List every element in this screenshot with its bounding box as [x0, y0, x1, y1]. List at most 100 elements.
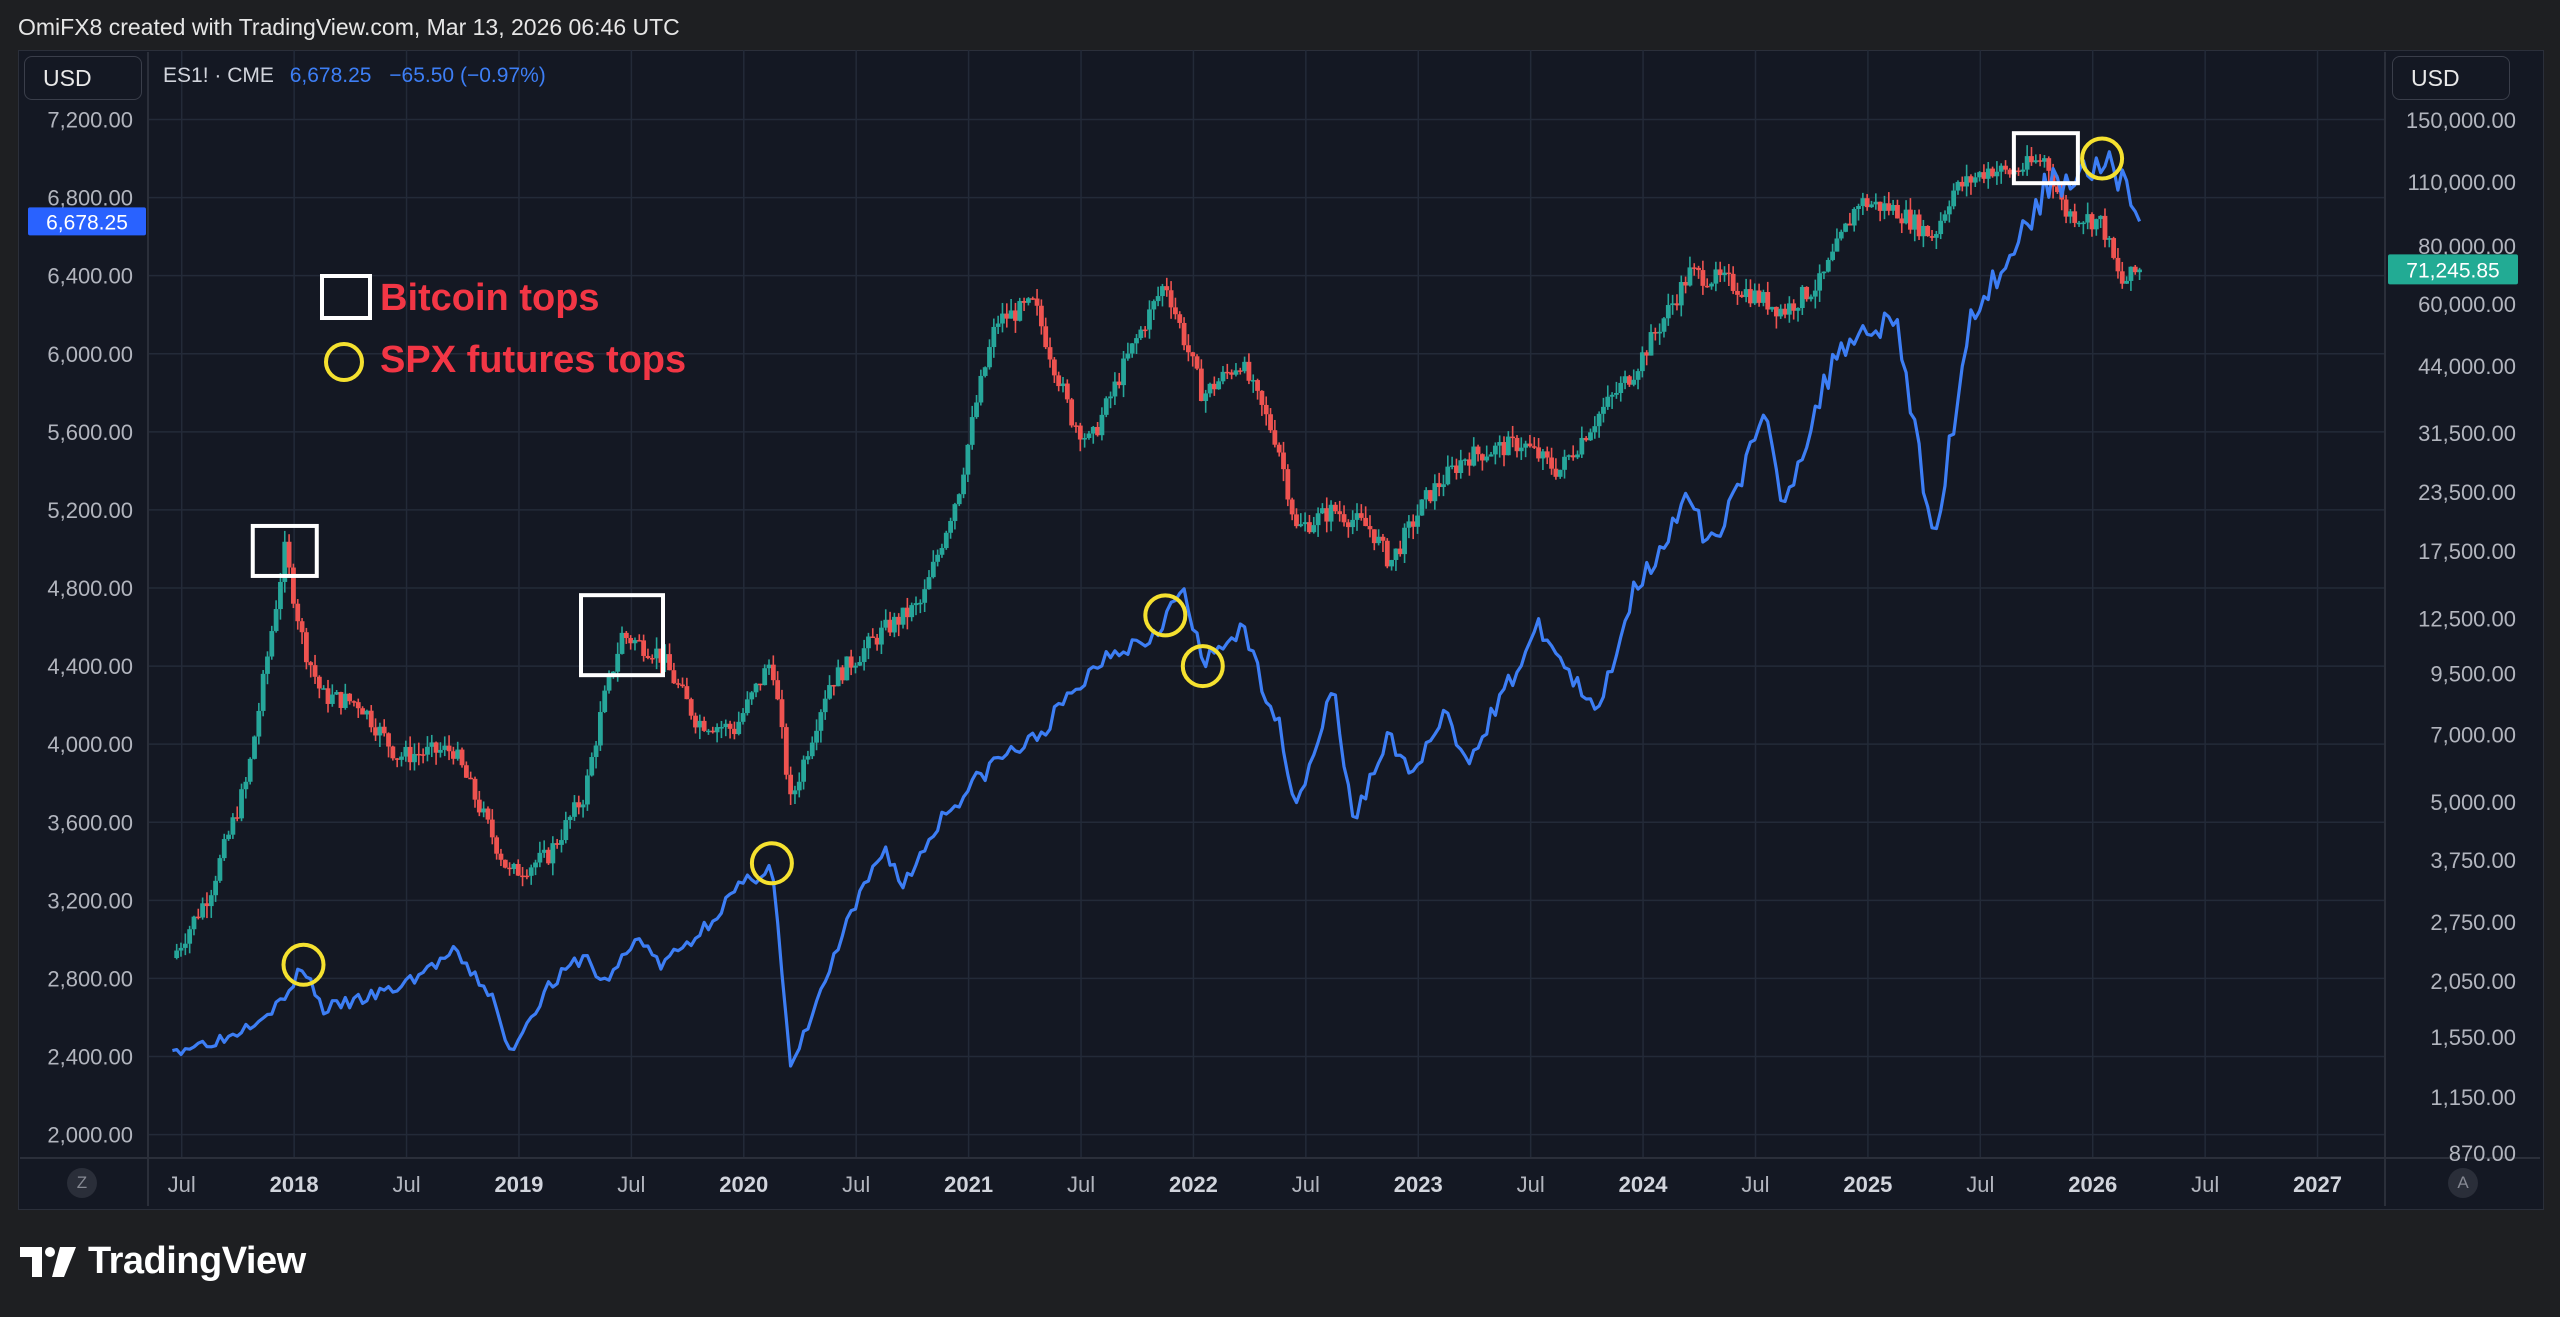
btc-candle-body	[399, 756, 404, 760]
timezone-button[interactable]: Z	[67, 1168, 97, 1198]
btc-candle-body	[1320, 508, 1325, 514]
btc-candle-body	[1847, 223, 1853, 226]
auto-scale-button[interactable]: A	[2448, 1168, 2478, 1198]
btc-candle-body	[1077, 425, 1083, 440]
btc-candle-body	[312, 665, 318, 677]
btc-candle-body	[1281, 452, 1286, 470]
btc-candle-body	[1173, 307, 1178, 315]
btc-candle-body	[1263, 404, 1269, 415]
btc-candle-body	[567, 816, 573, 821]
btc-candle-body	[866, 636, 871, 649]
right-tick-label: 31,500.00	[2418, 421, 2516, 446]
btc-candle-body	[368, 710, 374, 728]
btc-candle-body	[1994, 171, 2000, 177]
btc-candle-body	[1657, 331, 1663, 334]
btc-candle-body	[187, 929, 193, 944]
btc-candle-body	[580, 804, 586, 808]
btc-candle-body	[1968, 176, 1974, 183]
btc-candle-body	[848, 656, 854, 668]
btc-candle-body	[494, 837, 500, 854]
left-currency-button[interactable]: USD	[24, 56, 142, 100]
spx-top-circle	[2080, 136, 2125, 181]
btc-candle-body	[1358, 513, 1364, 518]
spx-top-circle	[1143, 593, 1188, 638]
btc-candle-body	[321, 688, 327, 690]
btc-candle-body	[740, 713, 746, 722]
btc-candle-body	[554, 843, 560, 845]
time-tick-label: Jul	[1067, 1172, 1095, 1197]
btc-candle-body	[1112, 381, 1118, 397]
time-tick-label: 2022	[1169, 1172, 1218, 1197]
btc-candle-body	[1557, 469, 1563, 477]
right-currency-button[interactable]: USD	[2392, 56, 2510, 100]
left-tick-label: 2,000.00	[47, 1123, 133, 1148]
btc-candle-body	[468, 777, 474, 780]
btc-candle-body	[749, 692, 755, 700]
btc-candle-body	[1786, 303, 1792, 315]
btc-candle-body	[1229, 372, 1235, 375]
right-tick-label: 1,550.00	[2430, 1025, 2516, 1050]
btc-candle-body	[1064, 383, 1070, 400]
btc-candle-body	[1985, 168, 1991, 179]
btc-candle-body	[1998, 165, 2004, 172]
btc-candle-body	[805, 756, 811, 760]
btc-candle-body	[1955, 181, 1961, 191]
btc-candle-body	[1090, 426, 1096, 434]
spx-top-circle	[1180, 644, 1225, 689]
btc-candle-body	[697, 720, 703, 728]
btc-candle-body	[1216, 381, 1222, 390]
btc-candle-body	[1099, 414, 1105, 436]
left-tick-label: 7,200.00	[47, 108, 133, 133]
btc-candle-body	[1441, 484, 1446, 488]
btc-candle-body	[1043, 326, 1049, 348]
series-legend: ES1! · CME 6,678.25 −65.50 (−0.97%)	[163, 64, 546, 88]
btc-candle-body	[1449, 465, 1455, 468]
btc-candle-body	[1743, 289, 1749, 298]
legend-box-label: Bitcoin tops	[380, 277, 600, 319]
btc-candle-body	[1164, 286, 1170, 291]
btc-candle-body	[1977, 172, 1982, 178]
btc-candle-body	[1877, 201, 1883, 211]
btc-candle-body	[675, 683, 681, 685]
btc-candle-body	[1920, 225, 1926, 237]
btc-candle-body	[736, 721, 742, 735]
btc-candle-body	[844, 656, 850, 681]
btc-candle-body	[1735, 290, 1740, 295]
btc-candle-body	[239, 789, 244, 819]
time-tick-label: 2019	[494, 1172, 543, 1197]
tradingview-logo-icon	[20, 1246, 76, 1277]
btc-candle-body	[783, 727, 789, 775]
btc-candle-body	[481, 808, 487, 813]
btc-candle-body	[1345, 522, 1351, 528]
btc-candle-body	[701, 720, 707, 731]
btc-candle-body	[438, 749, 443, 753]
time-tick-label: Jul	[1517, 1172, 1545, 1197]
btc-candle-body	[814, 730, 819, 743]
btc-candle-body	[390, 746, 396, 759]
btc-candle-body	[1428, 490, 1433, 502]
btc-candle-body	[1190, 352, 1196, 357]
btc-candle-body	[174, 950, 180, 958]
btc-candle-body	[636, 640, 642, 642]
btc-candle-body	[2046, 158, 2052, 171]
btc-candle-body	[1328, 504, 1334, 522]
bitcoin-top-box	[579, 593, 666, 678]
btc-candle-body	[299, 621, 305, 633]
btc-candle-body	[1389, 559, 1394, 567]
btc-candle-body	[455, 749, 461, 759]
btc-candle-body	[891, 616, 897, 633]
btc-candle-body	[1674, 303, 1680, 306]
btc-candle-body	[195, 916, 201, 919]
btc-candle-body	[585, 775, 590, 805]
bitcoin-top-box	[2011, 131, 2080, 186]
btc-candle-body	[1505, 436, 1511, 456]
left-axis: 7,200.00 6,800.00 6,400.00 6,000.00 5,600.00…	[47, 108, 133, 1148]
btc-candle-body	[1363, 517, 1369, 527]
btc-candle-body	[1488, 454, 1494, 457]
btc-candle-body	[450, 751, 456, 759]
annotation-legend: Bitcoin tops SPX futures tops	[320, 274, 686, 382]
chart-panel[interactable]	[18, 50, 2544, 1210]
btc-candle-body	[1211, 383, 1217, 390]
btc-candle-body	[1462, 459, 1468, 461]
